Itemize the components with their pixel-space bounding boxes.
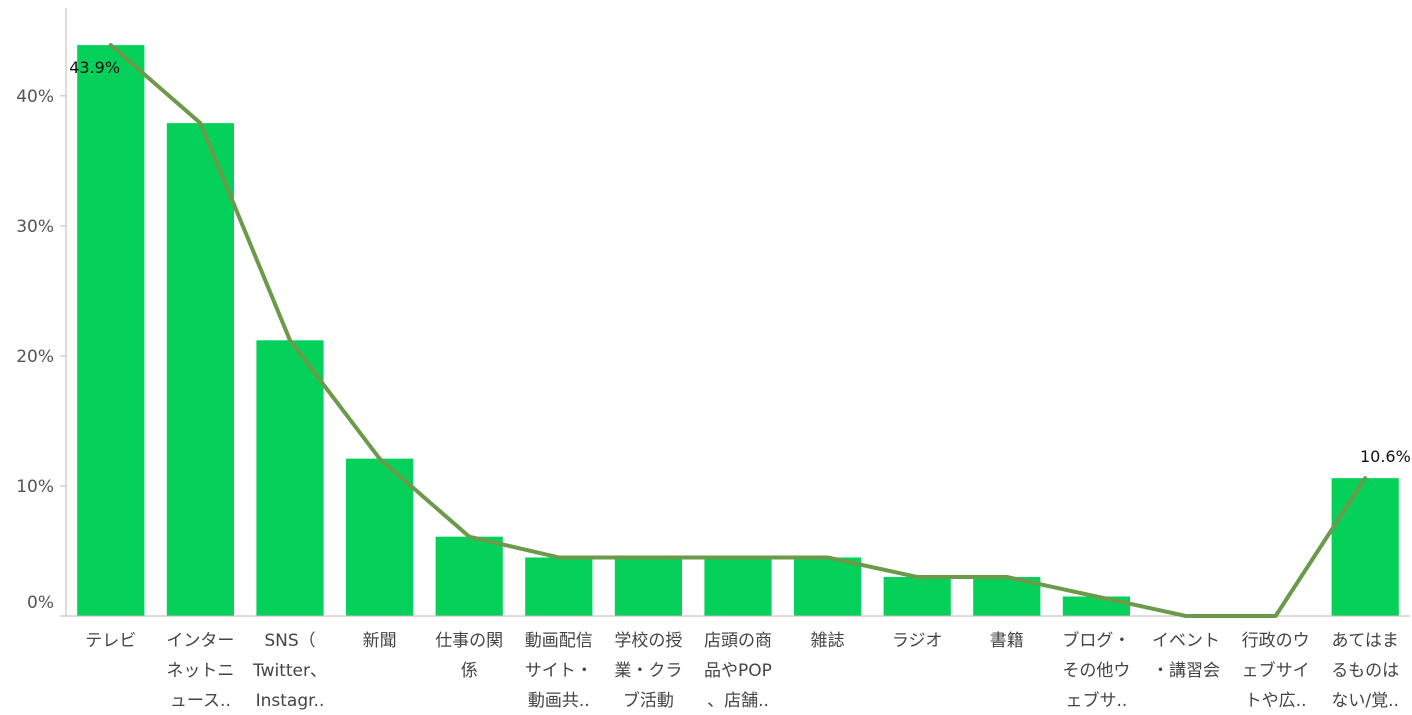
- x-tick-label-5-1: サイト・: [525, 661, 593, 681]
- x-tick-label-3-0: 新聞: [363, 631, 397, 651]
- x-tick-label-2-0: SNS（: [264, 631, 315, 651]
- bar-4: [435, 536, 503, 616]
- x-tick-label-11-1: その他ウ: [1062, 661, 1130, 681]
- x-tick-label-13-0: 行政のウ: [1242, 631, 1310, 651]
- x-tick-label-11-2: ェブサ..: [1065, 690, 1127, 711]
- x-tick-label-1-2: ュース..: [170, 691, 231, 711]
- x-tick-label-4-1: 係: [461, 661, 478, 681]
- x-tick-label-7-0: 店頭の商: [704, 631, 772, 651]
- trend-line: [108, 43, 1368, 618]
- x-tick-label-7-2: 、店舗..: [707, 691, 769, 711]
- bar-11: [1062, 596, 1130, 616]
- y-tick-label-0: 0%: [27, 593, 54, 613]
- x-tick-label-6-0: 学校の授: [614, 631, 682, 651]
- x-tick-label-8-0: 雑誌: [811, 631, 845, 651]
- x-tick-label-0-0: テレビ: [85, 631, 136, 651]
- x-tick-label-7-1: 品やPOP: [704, 661, 772, 681]
- bar-7: [704, 557, 772, 616]
- x-tick-label-6-1: 業・クラ: [614, 661, 682, 681]
- x-tick-label-1-1: ネットニ: [166, 661, 234, 681]
- bar-14: [1331, 478, 1399, 616]
- x-tick-label-12-1: ・講習会: [1152, 661, 1220, 681]
- bar-1: [166, 123, 234, 617]
- y-tick-label-2: 20%: [16, 347, 54, 367]
- x-tick-label-9-0: ラジオ: [892, 631, 943, 651]
- y-tick-label-4: 40%: [16, 87, 54, 107]
- bar-6: [614, 557, 682, 616]
- data-label-0: 43.9%: [69, 58, 120, 77]
- x-tick-label-12-0: イベント: [1152, 631, 1220, 651]
- bar-3: [346, 458, 414, 616]
- x-tick-label-14-1: るものは: [1331, 661, 1399, 681]
- x-tick-label-6-2: ブ活動: [623, 690, 674, 711]
- bar-0: [77, 45, 145, 617]
- y-tick-label-3: 30%: [16, 217, 54, 237]
- axes-group: 0% 10% 20% 30% 40%: [16, 8, 1410, 617]
- x-tick-label-10-0: 書籍: [990, 631, 1024, 651]
- bars-group: [77, 45, 1399, 617]
- data-label-14: 10.6%: [1360, 447, 1411, 466]
- x-tick-label-1-0: インター: [166, 631, 234, 651]
- bar-2: [256, 340, 324, 616]
- bar-9: [883, 576, 951, 616]
- x-tick-label-2-1: Twitter、: [252, 661, 327, 681]
- y-tick-label-1: 10%: [16, 477, 54, 497]
- trend-line-group: [108, 43, 1368, 618]
- x-tick-label-2-2: Instagr..: [256, 691, 325, 711]
- bar-5: [525, 557, 593, 616]
- x-tick-label-5-0: 動画配信: [525, 631, 593, 651]
- x-tick-label-11-0: ブログ・: [1062, 630, 1130, 651]
- x-tick-label-13-1: ェブサイ: [1242, 660, 1310, 681]
- x-tick-label-5-2: 動画共..: [528, 691, 590, 711]
- x-tick-label-13-2: トや広..: [1245, 691, 1307, 711]
- x-tick-label-14-0: あてはま: [1332, 631, 1399, 651]
- bar-8: [794, 557, 862, 616]
- x-tick-label-14-2: ない/覚..: [1331, 691, 1399, 711]
- x-tick-label-4-0: 仕事の関: [435, 631, 503, 651]
